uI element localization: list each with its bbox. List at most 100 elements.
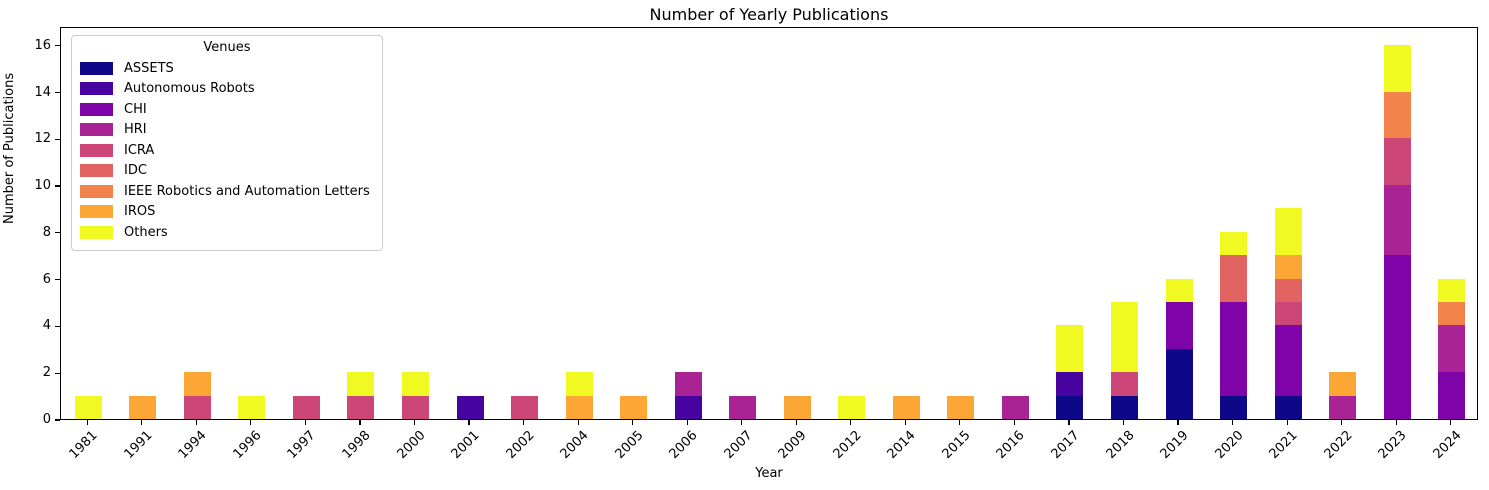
x-tick-mark xyxy=(1395,420,1397,425)
y-tick-label: 2 xyxy=(42,365,51,381)
bar-2016 xyxy=(1001,395,1029,419)
legend-swatch-icon xyxy=(80,123,113,137)
bar-segment xyxy=(1383,44,1411,92)
bar-segment xyxy=(1329,372,1357,396)
legend-swatch-icon xyxy=(80,61,113,75)
bar-1998 xyxy=(347,372,375,419)
legend-swatch-icon xyxy=(80,82,113,96)
legend-swatch-icon xyxy=(80,184,113,198)
legend-item-hri: HRI xyxy=(80,120,374,141)
legend-swatch-icon xyxy=(80,102,113,116)
bar-2020 xyxy=(1220,231,1248,419)
bar-segment xyxy=(183,372,211,396)
legend-item-assets: ASSETS xyxy=(80,58,374,79)
bar-2019 xyxy=(1165,278,1193,419)
bar-segment xyxy=(1438,302,1466,326)
plot-area: Venues ASSETS Autonomous Robots CHI HRI ICRA… xyxy=(60,27,1478,420)
x-tick-mark xyxy=(304,420,306,425)
legend-item-others: Others xyxy=(80,222,374,243)
legend-label: ICRA xyxy=(124,142,155,158)
legend-item-idc: IDC xyxy=(80,161,374,182)
y-tick-label: 8 xyxy=(42,224,51,240)
bar-2015 xyxy=(947,395,975,419)
x-tick-mark xyxy=(250,420,252,425)
x-tick-mark xyxy=(577,420,579,425)
bar-segment xyxy=(1056,325,1084,373)
y-tick-label: 16 xyxy=(34,37,51,53)
bar-2024 xyxy=(1438,278,1466,419)
bar-segment xyxy=(892,395,920,419)
bar-segment xyxy=(1383,91,1411,139)
bar-segment xyxy=(1274,208,1302,256)
x-tick-mark xyxy=(1122,420,1125,425)
bar-segment xyxy=(1438,325,1466,373)
y-tick-mark xyxy=(55,91,60,94)
bar-2018 xyxy=(1111,302,1138,419)
legend-item-ieee-robotics-and-automation-letters: IEEE Robotics and Automation Letters xyxy=(80,181,374,202)
y-tick-label: 6 xyxy=(42,271,51,287)
bar-segment xyxy=(1111,395,1138,419)
x-tick-mark xyxy=(632,420,634,425)
bar-segment xyxy=(620,395,648,419)
bar-2000 xyxy=(402,372,429,419)
bar-segment xyxy=(1274,255,1302,279)
bar-2006 xyxy=(674,372,702,419)
bar-segment xyxy=(1383,185,1411,256)
legend-item-chi: CHI xyxy=(80,99,374,120)
bar-segment xyxy=(1220,302,1248,396)
x-tick-mark xyxy=(959,420,961,425)
chart-title: Number of Yearly Publications xyxy=(649,5,889,24)
bar-segment xyxy=(838,395,866,419)
bar-2017 xyxy=(1056,325,1084,419)
bar-segment xyxy=(347,395,375,419)
bar-segment xyxy=(1220,395,1248,419)
bar-segment xyxy=(1111,372,1138,396)
legend-label: ASSETS xyxy=(124,60,174,76)
bar-segment xyxy=(183,395,211,419)
bar-segment xyxy=(1274,278,1302,303)
x-tick-mark xyxy=(86,420,88,425)
x-tick-mark xyxy=(1068,420,1070,425)
bar-segment xyxy=(402,372,429,396)
x-tick-mark xyxy=(795,420,797,425)
bar-segment xyxy=(1056,372,1084,396)
y-tick-label: 14 xyxy=(34,84,51,100)
bar-2007 xyxy=(729,395,757,419)
bar-segment xyxy=(1165,348,1193,419)
bar-1994 xyxy=(183,372,211,419)
legend-label: Others xyxy=(124,224,168,240)
bar-segment xyxy=(456,395,484,419)
bar-segment xyxy=(729,395,757,419)
legend-label: HRI xyxy=(124,122,147,138)
bar-1996 xyxy=(238,395,266,419)
bar-segment xyxy=(238,395,266,419)
legend-label: CHI xyxy=(124,101,147,117)
bar-segment xyxy=(565,372,593,396)
x-tick-mark xyxy=(1013,420,1015,425)
legend-swatch-icon xyxy=(80,205,113,219)
bar-segment xyxy=(1274,302,1302,326)
bar-segment xyxy=(129,395,157,419)
legend-item-iros: IROS xyxy=(80,202,374,223)
bar-1991 xyxy=(129,395,157,419)
bar-segment xyxy=(74,395,102,419)
x-tick-mark xyxy=(1450,420,1452,425)
bar-segment xyxy=(1111,302,1138,373)
y-tick-label: 12 xyxy=(34,131,51,147)
bar-segment xyxy=(1165,278,1193,303)
legend-items: ASSETS Autonomous Robots CHI HRI ICRA IDC IEEE… xyxy=(80,58,374,243)
bar-2022 xyxy=(1329,372,1357,419)
bar-segment xyxy=(1220,231,1248,256)
x-tick-mark xyxy=(413,420,416,425)
bar-2002 xyxy=(511,395,539,419)
y-tick-mark xyxy=(55,325,60,328)
bar-segment xyxy=(1438,278,1466,303)
x-tick-mark xyxy=(141,420,143,425)
y-tick-mark xyxy=(55,45,60,47)
bar-segment xyxy=(565,395,593,419)
x-tick-mark xyxy=(741,420,743,425)
bar-segment xyxy=(1056,395,1084,419)
y-tick-mark xyxy=(55,232,60,234)
legend-title: Venues xyxy=(203,40,251,55)
x-tick-mark xyxy=(1231,420,1234,425)
